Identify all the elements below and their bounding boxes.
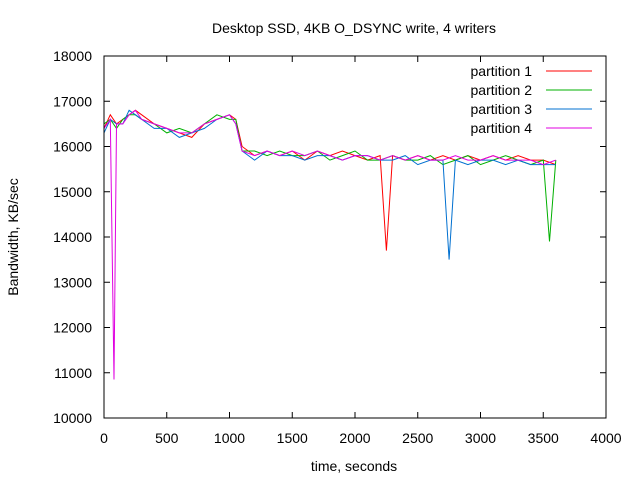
y-axis-label: Bandwidth, KB/sec bbox=[5, 178, 21, 296]
y-tick-label: 15000 bbox=[53, 184, 92, 200]
y-tick-label: 16000 bbox=[53, 139, 92, 155]
series-line-3 bbox=[103, 109, 556, 260]
legend-label-4: partition 4 bbox=[471, 120, 533, 136]
x-tick-label: 0 bbox=[100, 430, 108, 446]
legend-label-3: partition 3 bbox=[471, 101, 533, 117]
x-tick-label: 500 bbox=[155, 430, 179, 446]
y-tick-label: 10000 bbox=[53, 410, 92, 426]
y-tick-label: 12000 bbox=[53, 320, 92, 336]
y-tick-label: 13000 bbox=[53, 274, 92, 290]
chart-title: Desktop SSD, 4KB O_DSYNC write, 4 writer… bbox=[212, 20, 496, 36]
y-axis-ticks: 10000 11000 12000 13000 14000 15000 16000 17000… bbox=[53, 48, 606, 426]
y-tick-label: 17000 bbox=[53, 93, 92, 109]
series-line-4 bbox=[103, 109, 556, 380]
y-tick-label: 14000 bbox=[53, 229, 92, 245]
legend: partition 1 partition 2 partition 3 partiti… bbox=[471, 63, 592, 136]
x-tick-label: 4000 bbox=[590, 430, 621, 446]
x-tick-label: 2000 bbox=[339, 430, 370, 446]
legend-label-1: partition 1 bbox=[471, 63, 533, 79]
x-tick-label: 3000 bbox=[465, 430, 496, 446]
x-tick-label: 3500 bbox=[528, 430, 559, 446]
x-axis-label: time, seconds bbox=[311, 458, 397, 474]
x-tick-label: 1500 bbox=[277, 430, 308, 446]
x-tick-label: 1000 bbox=[214, 430, 245, 446]
legend-label-2: partition 2 bbox=[471, 82, 533, 98]
series-line-1 bbox=[103, 109, 556, 251]
series-layer bbox=[103, 109, 557, 380]
x-axis-ticks: 0 500 1000 1500 2000 2500 3000 3500 4000 bbox=[100, 56, 622, 446]
y-tick-label: 18000 bbox=[53, 48, 92, 64]
x-tick-label: 2500 bbox=[402, 430, 433, 446]
y-tick-label: 11000 bbox=[54, 365, 92, 381]
